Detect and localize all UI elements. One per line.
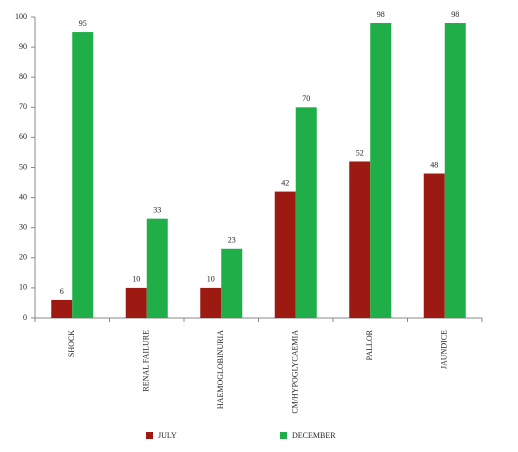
data-label: 42 [281,178,289,187]
x-tick-label: RENAL FAILURE [142,330,151,392]
bar [370,23,392,319]
data-label: 10 [132,275,140,284]
data-label: 70 [302,94,310,103]
bar [423,173,445,318]
y-tick-label: 60 [19,132,27,141]
bar [274,191,296,318]
legend-label: DECEMBER [292,431,336,440]
legend-label: JULY [158,431,177,440]
x-tick-label: HAEMOGLOBINURIA [216,330,225,409]
x-tick-label: CM/HYPOGLYCAEMIA [291,330,300,414]
bar [72,32,94,319]
y-tick-label: 100 [15,12,27,21]
bar [125,287,147,318]
bar [51,299,73,318]
bar [444,23,466,319]
y-tick-label: 40 [19,192,27,201]
data-label: 10 [207,275,215,284]
y-tick-label: 20 [19,253,27,262]
data-label: 23 [228,236,236,245]
y-tick-label: 10 [19,283,27,292]
bar [295,107,317,318]
data-label: 95 [79,19,87,28]
y-tick-label: 70 [19,102,27,111]
y-tick-label: 90 [19,42,27,51]
y-tick-label: 30 [19,223,27,232]
y-tick-label: 0 [23,313,27,322]
y-tick-label: 50 [19,162,27,171]
x-tick-label: JAUNDICE [440,330,449,369]
bar [146,218,168,318]
legend-swatch [280,432,287,439]
data-label: 6 [60,287,64,296]
data-label: 48 [430,160,438,169]
data-label: 98 [451,10,459,19]
x-tick-label: SHOCK [67,330,76,357]
legend-swatch [146,432,153,439]
x-tick-label: PALLOR [365,329,374,360]
y-tick-label: 80 [19,72,27,81]
bar [200,287,222,318]
data-label: 33 [153,205,161,214]
data-label: 98 [377,10,385,19]
bar [221,248,243,318]
data-label: 52 [356,148,364,157]
bar [349,161,371,318]
